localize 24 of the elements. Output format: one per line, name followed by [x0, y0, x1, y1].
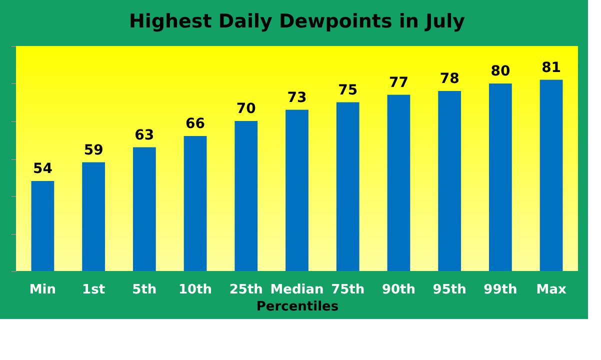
- x-axis-title: Percentiles: [256, 300, 339, 314]
- x-tick-label: Max: [536, 282, 567, 298]
- data-label: 63: [134, 127, 154, 144]
- x-tick-label: 10th: [178, 282, 212, 298]
- data-label: 73: [287, 90, 307, 106]
- x-tick-label: 99th: [484, 282, 518, 298]
- data-label: 81: [542, 60, 562, 76]
- data-label: 70: [236, 101, 256, 117]
- data-label: 66: [186, 116, 206, 132]
- data-label: 54: [32, 161, 53, 177]
- x-tick-label: 95th: [432, 282, 466, 298]
- data-label: 78: [440, 71, 460, 87]
- x-tick-label: 5th: [132, 282, 157, 298]
- x-tick-label: Median: [270, 282, 324, 298]
- chart-title: Highest Daily Dewpoints in July: [128, 10, 466, 32]
- x-tick-label: 1st: [82, 282, 106, 298]
- x-tick-label: 75th: [331, 282, 365, 298]
- data-label: 77: [388, 74, 408, 91]
- x-tick-label: 25th: [229, 282, 263, 298]
- data-label: 80: [490, 64, 510, 80]
- x-tick-label: 90th: [382, 282, 416, 298]
- x-tick-label: Min: [29, 282, 56, 298]
- data-label: 75: [338, 82, 358, 98]
- data-label: 59: [84, 142, 104, 158]
